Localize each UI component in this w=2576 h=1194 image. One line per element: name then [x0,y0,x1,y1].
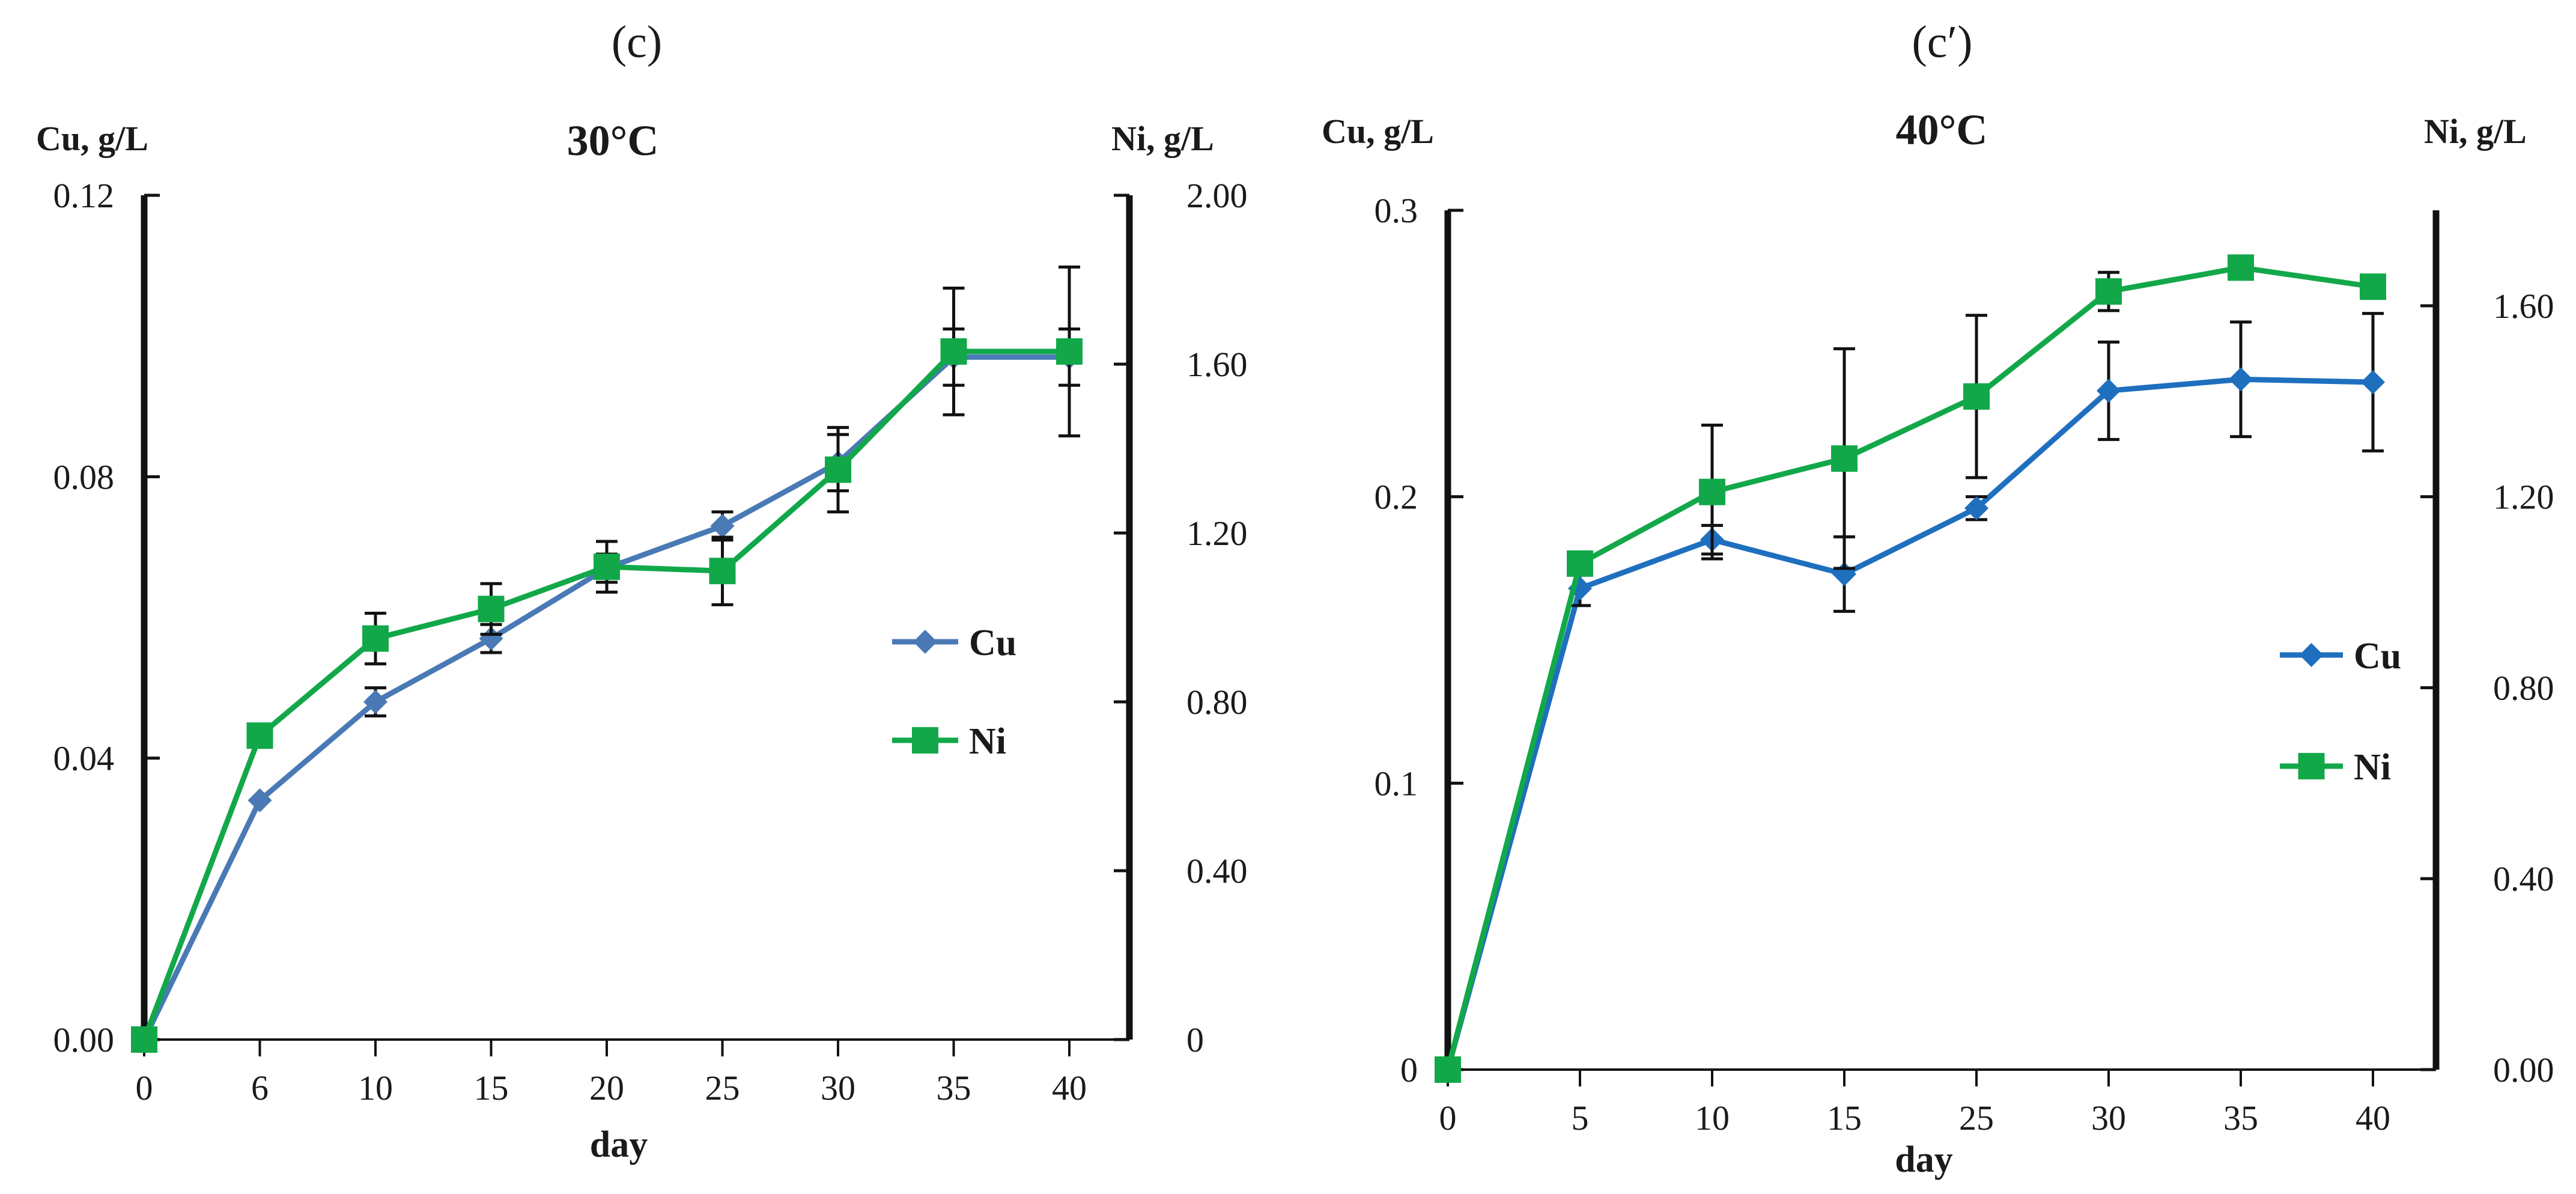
data-point-cu [2229,367,2253,392]
x-axis-label: day [1895,1139,1952,1180]
legend-marker-ni [912,727,938,754]
panel-label: (c′) [1912,17,1973,67]
x-tick-label: 35 [2223,1098,2258,1138]
data-point-cu [1964,496,1988,520]
legend-label-cu: Cu [2354,636,2401,677]
x-tick-label: 0 [1439,1098,1457,1138]
legend-marker-cu [2299,643,2324,667]
series-line-cu [1445,376,2374,1071]
y-right-tick-label: 0 [1186,1020,1204,1059]
y-left-axis-label: Cu, g/L [1322,112,1434,151]
data-point-ni [2228,254,2254,281]
series-line-ni [141,349,1069,1041]
y-right-tick-label: 0.40 [2493,859,2554,898]
x-tick-label: 35 [937,1068,971,1107]
data-point-cu [363,690,387,714]
series-line-cu [141,354,1069,1041]
x-tick-label: 25 [705,1068,740,1107]
data-point-ni [2095,278,2122,305]
data-point-ni [131,1026,157,1053]
panel-label: (c) [612,17,662,67]
x-tick-label: 5 [1572,1098,1589,1138]
data-point-ni [1831,445,1858,472]
y-right-tick-label: 1.20 [1186,514,1248,553]
y-left-tick-label: 0.2 [1375,478,1418,517]
data-point-ni [362,625,389,652]
data-point-cu [2097,379,2121,403]
x-tick-label: 10 [1695,1098,1730,1138]
y-right-tick-label: 0.80 [1186,683,1248,722]
data-point-cu [2361,370,2385,394]
data-point-ni [825,456,851,483]
x-tick-label: 6 [251,1068,269,1107]
data-point-ni [246,722,273,749]
x-tick-label: 20 [589,1068,624,1107]
x-tick-label: 40 [2356,1098,2390,1138]
x-axis-label: day [590,1124,648,1165]
data-point-ni [594,553,620,580]
x-tick-label: 40 [1052,1068,1087,1107]
legend-label-ni: Ni [2354,747,2391,788]
y-left-tick-label: 0.08 [53,457,115,496]
x-tick-label: 15 [474,1068,509,1107]
x-tick-label: 15 [1827,1098,1862,1138]
data-point-ni [940,338,967,365]
data-point-ni [1567,550,1593,577]
data-point-cu [248,788,272,812]
y-left-tick-label: 0.12 [53,176,115,215]
x-tick-label: 10 [358,1068,393,1107]
legend-label-ni: Ni [969,721,1006,762]
y-right-axis-label: Ni, g/L [2424,112,2527,151]
legend-marker-ni [2298,753,2325,779]
data-point-ni [1435,1056,1461,1083]
data-point-ni [1963,383,1990,410]
data-point-cu [479,626,503,651]
y-left-tick-label: 0 [1400,1050,1418,1089]
x-tick-label: 30 [2091,1098,2126,1138]
y-left-tick-label: 0.04 [53,739,115,778]
legend-label-cu: Cu [969,623,1016,663]
y-right-axis-label: Ni, g/L [1111,119,1214,158]
y-right-tick-label: 2.00 [1186,176,1248,215]
data-point-ni [1699,478,1725,505]
series-line-ni [1445,264,2374,1071]
x-tick-label: 30 [821,1068,855,1107]
y-right-tick-label: 0.40 [1186,851,1248,891]
data-point-ni [1056,338,1083,365]
data-point-ni [2360,273,2386,300]
x-tick-label: 0 [136,1068,153,1107]
data-point-ni [478,595,505,623]
y-right-tick-label: 0.00 [2493,1050,2554,1089]
chart-title: 40°C [1896,106,1988,154]
y-right-tick-label: 1.60 [1186,345,1248,384]
y-left-tick-label: 0.1 [1375,764,1418,803]
chart-panel-2: (c′) 40°C Cu, g/L Ni, g/L 0 0.1 0.2 0.3 0.00 0.40… [1322,17,2554,1180]
chart-title: 30°C [567,117,659,165]
data-point-cu [710,514,735,538]
y-right-tick-label: 1.60 [2493,287,2554,326]
chart-panel-1: (c) 30°C Cu, g/L Ni, g/L 0.00 0.04 0.08 0.12 0 0.… [36,17,1248,1165]
y-right-tick-label: 0.80 [2493,668,2554,707]
y-right-tick-label: 1.20 [2493,478,2554,517]
y-left-tick-label: 0.3 [1375,191,1418,230]
y-left-tick-label: 0.00 [53,1020,115,1059]
x-tick-label: 25 [1959,1098,1994,1138]
legend-marker-cu [913,630,937,654]
data-point-ni [709,558,736,585]
y-left-axis-label: Cu, g/L [36,119,148,158]
